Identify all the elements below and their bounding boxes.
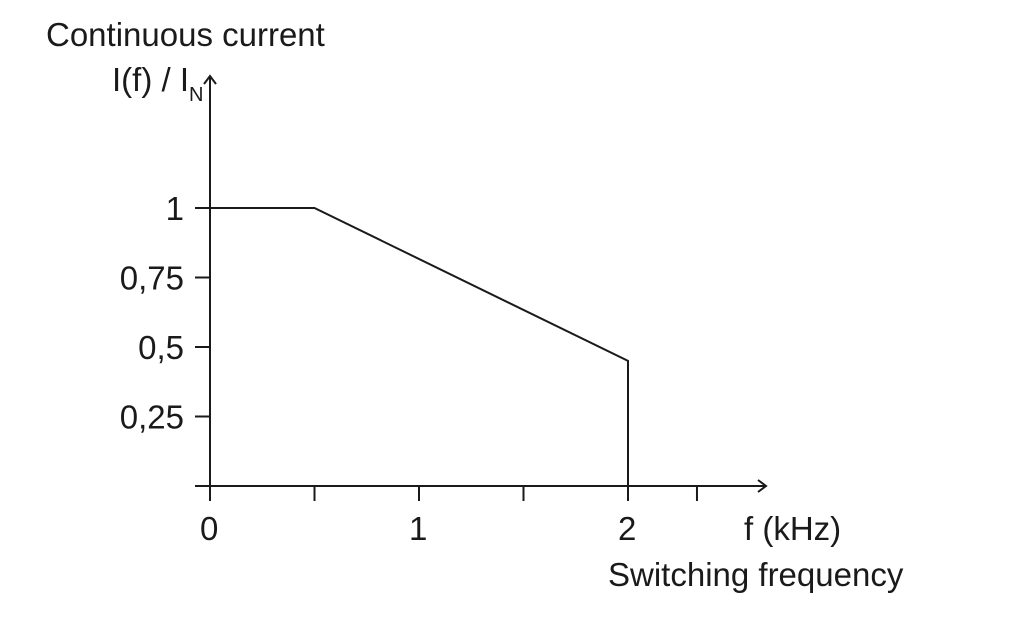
y-axis-arrow-icon [203,74,217,85]
y-axis-label-subscript: N [189,84,203,106]
y-axis-title: Continuous current [46,16,325,53]
x-axis-title: Switching frequency [608,556,904,593]
series-line [210,207,629,486]
y-tick-label: 0,75 [120,260,184,297]
x-tick-label: 2 [618,510,636,547]
y-tick-label: 0,5 [138,329,184,366]
y-axis-label-main: I(f) / I [112,61,189,98]
x-tick-label: 1 [409,510,427,547]
y-tick-label: 1 [166,190,184,227]
x-axis-unit-label: f (kHz) [744,510,841,547]
x-axis-arrow-icon [757,479,768,493]
y-tick-label: 0,25 [120,399,184,436]
y-axis-label: I(f) / IN [112,61,203,106]
x-tick-label: 0 [200,510,218,547]
